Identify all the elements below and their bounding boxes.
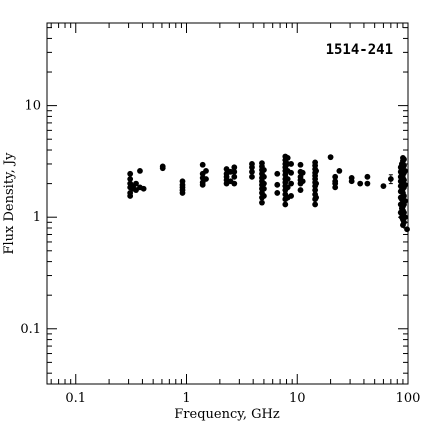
- data-point: [261, 167, 267, 173]
- data-point: [231, 173, 238, 180]
- y-tick-label: 1: [33, 210, 41, 225]
- x-tick-label: 1: [182, 391, 190, 406]
- data-point: [288, 161, 295, 167]
- y-tick-label: 0.1: [20, 322, 41, 337]
- data-point: [137, 167, 143, 174]
- x-axis-title: Frequency, GHz: [174, 407, 280, 422]
- data-point: [401, 156, 407, 163]
- x-axis-ticks: [50, 23, 409, 384]
- chart-title: 1514-241: [326, 42, 393, 58]
- data-point: [288, 193, 295, 199]
- data-point: [327, 154, 334, 161]
- data-point: [299, 169, 306, 176]
- data-point: [401, 162, 407, 169]
- data-point: [297, 161, 304, 168]
- data-point: [336, 167, 343, 174]
- data-point: [332, 173, 339, 180]
- data-point: [249, 173, 255, 180]
- data-point: [284, 184, 291, 191]
- data-point: [402, 197, 408, 204]
- data-point: [203, 167, 209, 174]
- data-point: [312, 159, 319, 166]
- data-point: [288, 180, 295, 187]
- data-point: [364, 180, 371, 187]
- data-point: [261, 193, 267, 199]
- data-point: [274, 181, 281, 188]
- data-point: [401, 219, 407, 226]
- data-point: [348, 174, 355, 181]
- data-point: [231, 168, 238, 175]
- data-point: [297, 187, 304, 193]
- data-point: [127, 190, 134, 196]
- data-points: [127, 153, 410, 233]
- data-point: [249, 161, 255, 167]
- data-point: [357, 180, 364, 187]
- y-axis-title: Flux Density, Jy: [2, 152, 17, 255]
- data-point: [312, 201, 319, 208]
- data-point: [402, 214, 408, 221]
- data-point: [313, 194, 320, 201]
- data-point: [404, 226, 410, 233]
- data-point: [313, 180, 320, 187]
- data-point: [261, 185, 267, 192]
- error-bars: [388, 174, 393, 185]
- data-point: [231, 164, 238, 171]
- x-tick-label: 10: [289, 391, 306, 406]
- data-point: [312, 187, 319, 193]
- data-point: [179, 178, 186, 185]
- data-point: [259, 160, 265, 167]
- plot-frame: [46, 22, 409, 385]
- data-point: [401, 177, 407, 184]
- data-point: [259, 199, 265, 206]
- data-point: [402, 167, 408, 174]
- data-point: [249, 168, 255, 175]
- data-point: [401, 209, 407, 216]
- data-point: [133, 180, 139, 187]
- y-axis-ticks: [47, 27, 408, 374]
- x-tick-label: 100: [396, 391, 421, 406]
- data-point: [140, 185, 147, 192]
- data-point: [199, 161, 206, 168]
- data-point: [402, 181, 408, 188]
- y-tick-label: 10: [24, 99, 41, 114]
- data-point: [159, 163, 166, 170]
- y-axis-tick-labels: 0.1 1 10: [20, 99, 41, 337]
- data-point: [127, 176, 134, 182]
- data-point: [284, 154, 291, 161]
- data-point: [203, 176, 209, 182]
- data-point: [299, 178, 306, 185]
- x-axis-tick-labels: 0.1 1 10 100: [65, 391, 420, 406]
- data-point: [261, 180, 267, 187]
- data-point: [284, 176, 291, 182]
- data-point: [313, 167, 320, 174]
- data-point: [261, 173, 267, 180]
- data-point: [380, 183, 387, 189]
- data-point: [127, 170, 134, 177]
- data-point: [332, 178, 339, 185]
- data-point: [282, 201, 289, 208]
- data-point: [231, 180, 238, 187]
- data-point: [288, 169, 295, 176]
- data-point: [274, 170, 281, 177]
- data-point: [364, 173, 371, 180]
- data-point: [401, 193, 407, 199]
- data-point: [274, 190, 281, 196]
- x-tick-label: 0.1: [65, 391, 86, 406]
